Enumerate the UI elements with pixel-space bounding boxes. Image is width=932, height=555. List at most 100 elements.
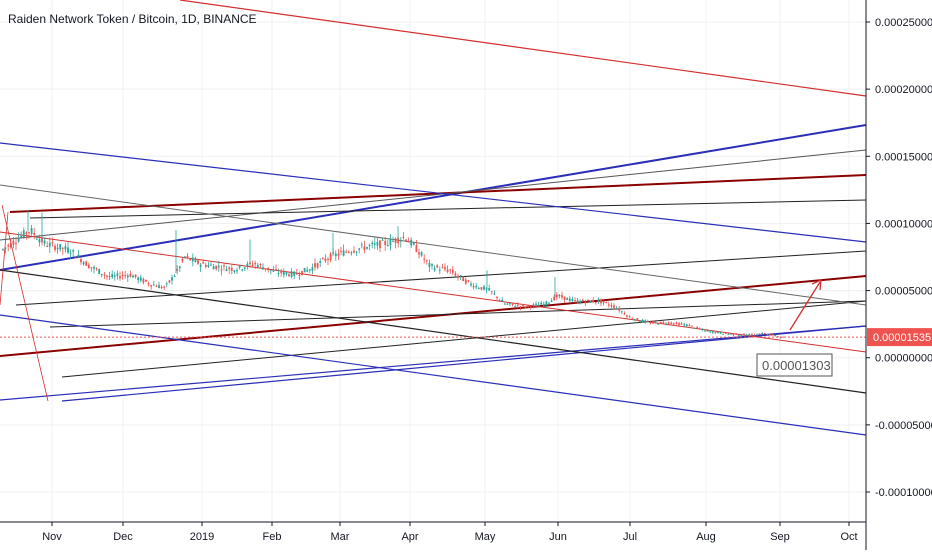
trend-line — [15, 250, 867, 306]
candle-body — [657, 323, 660, 325]
candle-body — [379, 240, 381, 249]
trend-line — [0, 211, 9, 306]
candle-body — [782, 336, 784, 338]
candle-body — [410, 239, 413, 246]
candle-body — [254, 263, 257, 265]
candle-body — [571, 298, 574, 302]
candle-body — [524, 306, 527, 308]
candle-body — [514, 306, 517, 308]
x-tick-label: Oct — [840, 531, 857, 543]
x-tick-label: Mar — [331, 531, 350, 543]
candle-body — [771, 334, 774, 336]
candle-body — [106, 275, 108, 277]
candle-body — [43, 240, 46, 244]
candle-body — [472, 286, 475, 288]
candle-body — [137, 277, 140, 281]
candle-body — [246, 263, 249, 267]
candle-body — [423, 258, 426, 260]
candle-body — [30, 228, 33, 234]
candle-body — [145, 279, 147, 282]
candle-body — [405, 239, 407, 242]
candle-body — [158, 285, 160, 289]
candle-body — [433, 268, 436, 271]
candle-body — [623, 313, 626, 315]
candle-body — [618, 308, 621, 311]
candle-body — [522, 305, 524, 307]
candle-body — [561, 295, 563, 298]
candle-body — [176, 268, 179, 271]
candle-body — [160, 286, 163, 289]
candle-body — [431, 264, 433, 266]
candle-body — [691, 325, 693, 327]
candle-body — [779, 337, 782, 339]
candle-body — [61, 247, 64, 249]
candle-body — [366, 246, 368, 249]
candle-body — [371, 242, 374, 245]
candle-body — [381, 239, 384, 241]
candle-body — [288, 274, 290, 277]
y-tick-label: -0.00010000 — [875, 487, 932, 499]
y-tick-label: 0.00020000 — [875, 84, 932, 96]
candle-body — [165, 283, 168, 285]
candle-body — [610, 304, 613, 307]
candle-body — [407, 241, 410, 243]
candle-body — [516, 304, 519, 306]
x-tick-label: Apr — [401, 531, 418, 543]
candle-body — [735, 333, 738, 335]
candle-body — [163, 286, 166, 288]
y-tick-label: 0.00010000 — [875, 218, 932, 230]
candle-body — [152, 284, 155, 286]
chart-title: Raiden Network Token / Bitcoin, 1D, BINA… — [8, 10, 257, 28]
candle-body — [51, 242, 54, 244]
candle-body — [264, 268, 267, 270]
candle-body — [113, 275, 116, 277]
candle-body — [446, 269, 449, 272]
candle-body — [256, 264, 259, 268]
x-tick-label: Sep — [770, 531, 790, 543]
candle-body — [675, 322, 678, 324]
candle-body — [272, 269, 275, 272]
candle-body — [646, 321, 649, 323]
candle-body — [602, 300, 605, 303]
candle-body — [563, 296, 566, 300]
x-tick-label: Dec — [113, 531, 133, 543]
candle-body — [766, 334, 769, 336]
candle-body — [74, 257, 77, 259]
candle-body — [745, 334, 748, 336]
candle-body — [363, 246, 366, 251]
candle-body — [189, 258, 192, 261]
candle-body — [470, 283, 472, 286]
candle-body — [38, 239, 41, 243]
candle-body — [269, 269, 272, 271]
candle-body — [28, 232, 30, 234]
candle-body — [90, 267, 93, 269]
candle-body — [150, 285, 153, 287]
candle-body — [77, 254, 80, 257]
y-tick-label: 0.00025000 — [875, 17, 932, 29]
candle-body — [397, 237, 400, 244]
candle-body — [441, 267, 444, 269]
candle-body — [35, 238, 38, 240]
candle-body — [4, 247, 7, 249]
candle-body — [451, 269, 454, 273]
candle-body — [665, 323, 667, 325]
candle-body — [202, 262, 205, 264]
candle-body — [503, 303, 506, 305]
trend-line — [0, 269, 867, 394]
trend-line — [0, 231, 867, 353]
candle-body — [233, 270, 236, 273]
candle-body — [719, 332, 722, 334]
candle-body — [178, 266, 181, 269]
candle-body — [360, 244, 363, 246]
y-tick-label: -0.00005000 — [875, 420, 932, 432]
x-tick-label: May — [475, 531, 496, 543]
candle-body — [392, 240, 394, 242]
candle-body — [444, 267, 446, 270]
candle-body — [33, 233, 36, 235]
candle-body — [488, 288, 491, 291]
candle-body — [594, 302, 597, 304]
candle-body — [724, 332, 727, 334]
